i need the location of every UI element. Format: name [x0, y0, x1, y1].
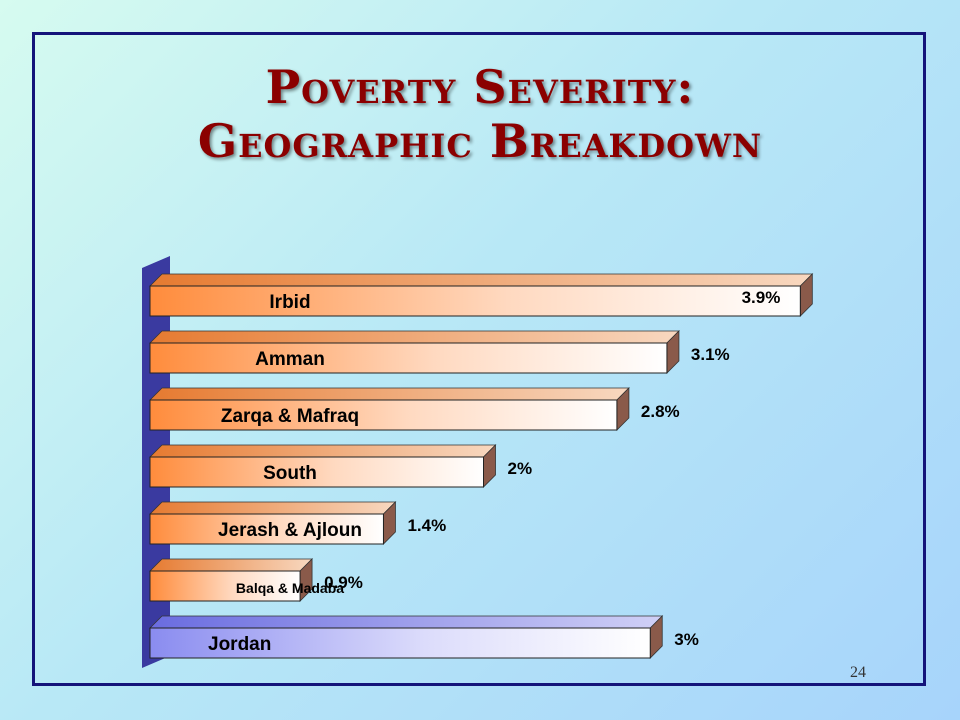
value-label-zarqa-mafraq: 2.8% — [641, 402, 680, 421]
bar-top-jerash-ajloun — [149, 501, 397, 515]
value-label-balqa-madaba: 0.9% — [324, 573, 363, 592]
slide-title: Poverty Severity: Geographic Breakdown — [0, 60, 960, 168]
bar-label-jerash-ajloun: Jerash & Ajloun — [218, 520, 362, 541]
bar-balqa-madaba — [149, 570, 301, 602]
bar-irbid — [149, 285, 801, 317]
bar-top-amman — [149, 330, 680, 344]
title-line-2: Geographic Breakdown — [197, 114, 763, 168]
page-number: 24 — [850, 664, 866, 681]
slide-frame — [32, 32, 926, 686]
bar-top-zarqa-mafraq — [149, 387, 630, 401]
bar-zarqa-mafraq — [149, 399, 618, 431]
bar-top-south — [149, 444, 497, 458]
bar-label-irbid: Irbid — [269, 292, 310, 313]
bar-label-jordan: Jordan — [208, 634, 271, 655]
bar-amman — [149, 342, 668, 374]
bar-jerash-ajloun — [149, 513, 384, 545]
value-label-irbid: 3.9% — [742, 288, 781, 307]
value-label-amman: 3.1% — [691, 345, 730, 364]
title-line-1: Poverty Severity: — [265, 60, 695, 114]
bar-top-irbid — [149, 273, 814, 287]
bar-label-zarqa-mafraq: Zarqa & Mafraq — [221, 406, 359, 427]
bar-jordan — [149, 627, 651, 659]
bar-south — [149, 456, 484, 488]
value-label-south: 2% — [508, 459, 533, 478]
bar-label-amman: Amman — [255, 349, 325, 370]
value-label-jerash-ajloun: 1.4% — [407, 516, 446, 535]
bar-top-balqa-madaba — [149, 558, 314, 572]
bar-label-south: South — [263, 463, 317, 484]
bar-top-jordan — [149, 615, 664, 629]
value-label-jordan: 3% — [674, 630, 699, 649]
bar-label-balqa-madaba: Balqa & Madaba — [236, 580, 344, 596]
